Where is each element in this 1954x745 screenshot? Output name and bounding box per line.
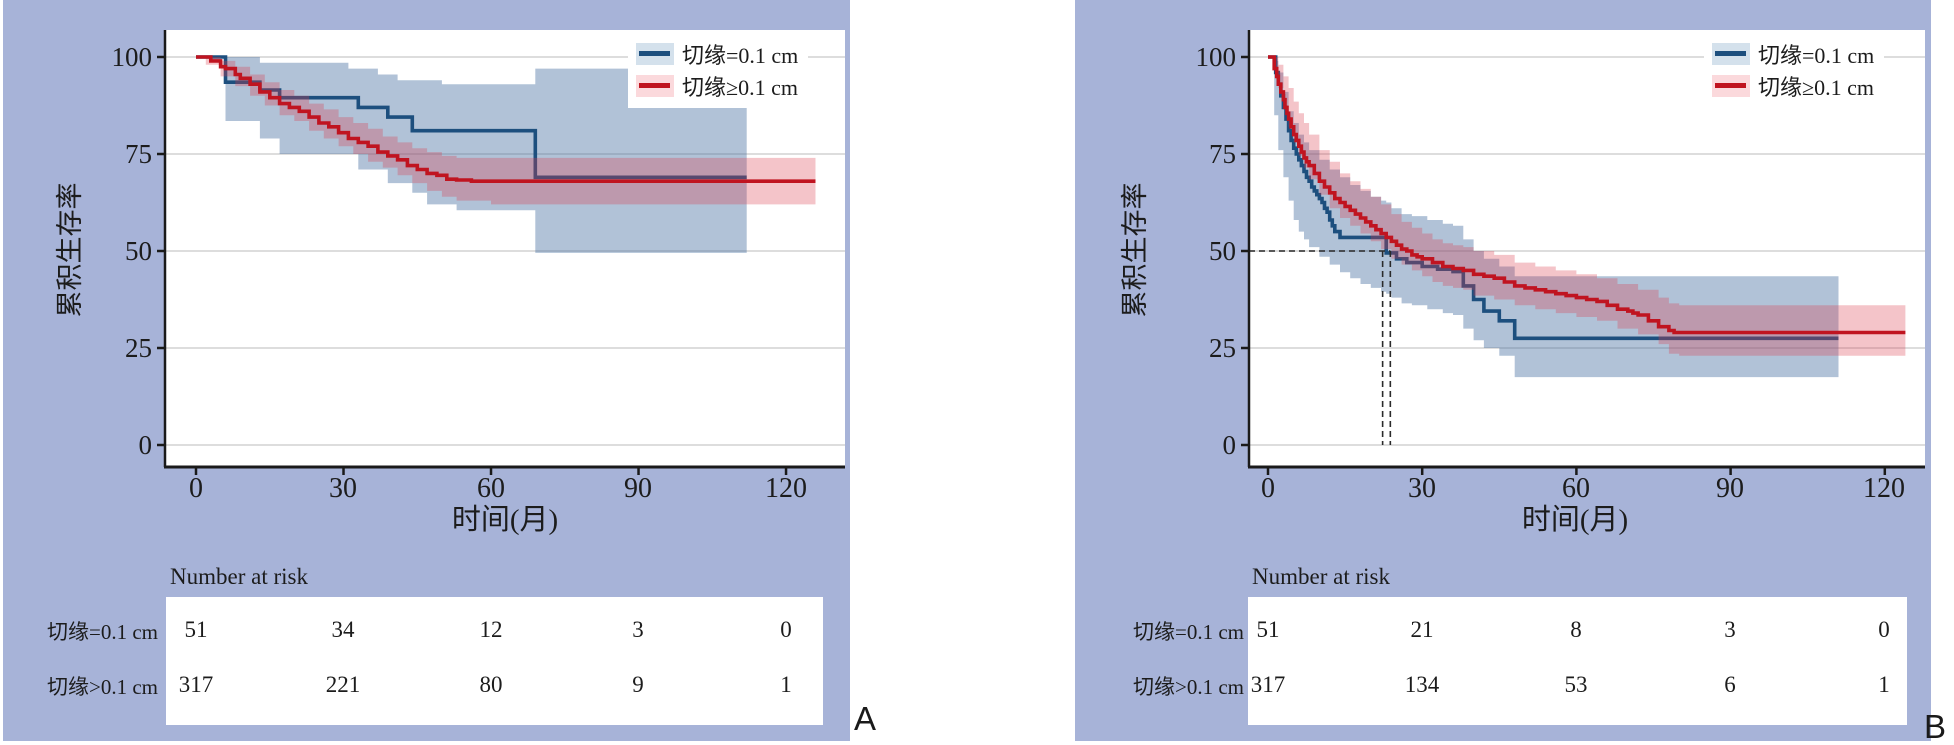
y-tick-b-50: 50	[1209, 236, 1236, 266]
risk-value: 3	[632, 617, 644, 642]
legend-line-red-icon	[1715, 83, 1746, 88]
risk-row-label: 切缘=0.1 cm	[1133, 620, 1244, 644]
y-tick-a-0: 0	[138, 430, 153, 460]
x-tick-b-30: 30	[1408, 473, 1436, 504]
ci-band-A-1	[205, 57, 816, 205]
legend-label: 切缘≥0.1 cm	[1758, 75, 1874, 100]
x-tick-b-60: 60	[1562, 473, 1590, 504]
legend-line-red-icon	[639, 83, 670, 88]
legend-swatch-blue-icon	[1712, 43, 1750, 65]
risk-value: 53	[1564, 672, 1588, 697]
risk-value: 221	[325, 672, 361, 697]
legend-b: 切缘=0.1 cm 切缘≥0.1 cm	[1704, 34, 1885, 108]
legend-swatch-red-icon	[636, 75, 674, 97]
risk-value: 34	[331, 617, 355, 642]
risk-row-label: 切缘=0.1 cm	[47, 620, 158, 644]
x-tick-a-120: 120	[765, 473, 807, 504]
risk-value: 317	[178, 672, 214, 697]
ci-band-B-1	[1273, 57, 1906, 356]
y-tick-b-0: 0	[1222, 430, 1237, 460]
y-tick-b-25: 25	[1209, 333, 1236, 363]
x-axis-label-a: 时间(月)	[451, 504, 559, 536]
legend-item-a-red: 切缘≥0.1 cm	[636, 72, 798, 100]
legend-label: 切缘≥0.1 cm	[682, 75, 798, 100]
x-axis-label-b: 时间(月)	[1521, 504, 1629, 536]
risk-value: 317	[1250, 672, 1286, 697]
risk-value: 3	[1724, 617, 1736, 642]
x-tick-b-120: 120	[1863, 473, 1905, 504]
risk-value: 1	[780, 672, 792, 697]
ci-band-B-0	[1274, 60, 1839, 378]
y-axis-label-a: 累积生存率	[55, 182, 85, 318]
km-curve-A-0	[196, 55, 747, 180]
risk-table-box-a	[166, 597, 823, 725]
km-curve-A-1	[196, 55, 816, 183]
x-tick-a-90: 90	[624, 473, 652, 504]
x-tick-a-0: 0	[189, 473, 203, 504]
risk-value: 0	[1878, 617, 1890, 642]
y-tick-a-25: 25	[125, 333, 152, 363]
risk-value: 80	[479, 672, 503, 697]
risk-row-label: 切缘>0.1 cm	[1133, 675, 1244, 699]
legend-swatch-red-icon	[1712, 75, 1750, 97]
risk-value: 21	[1410, 617, 1434, 642]
risk-table-box-b	[1248, 597, 1907, 725]
x-tick-b-0: 0	[1261, 473, 1275, 504]
x-tick-a-60: 60	[477, 473, 505, 504]
legend-line-blue-icon	[1715, 51, 1746, 56]
legend-line-blue-icon	[639, 51, 670, 56]
panel-letter-b: B	[1924, 708, 1947, 745]
legend-label: 切缘=0.1 cm	[682, 43, 799, 68]
y-axis-label-b: 累积生存率	[1120, 182, 1150, 318]
risk-value: 51	[184, 617, 208, 642]
risk-value: 6	[1724, 672, 1736, 697]
panel-letter-a: A	[854, 700, 877, 737]
legend-item-b-red: 切缘≥0.1 cm	[1712, 72, 1874, 100]
risk-value: 9	[632, 672, 644, 697]
risk-value: 51	[1256, 617, 1280, 642]
legend-a: 切缘=0.1 cm 切缘≥0.1 cm	[628, 34, 809, 108]
risk-value: 8	[1570, 617, 1582, 642]
y-tick-a-75: 75	[125, 139, 152, 169]
risk-value: 1	[1878, 672, 1890, 697]
risk-row-label: 切缘>0.1 cm	[47, 675, 158, 699]
legend-item-b-blue: 切缘=0.1 cm	[1712, 40, 1874, 68]
y-tick-b-100: 100	[1195, 42, 1237, 72]
y-tick-a-100: 100	[111, 42, 153, 72]
risk-table-title-b: Number at risk	[1252, 564, 1390, 589]
legend-item-a-blue: 切缘=0.1 cm	[636, 40, 798, 68]
legend-label: 切缘=0.1 cm	[1758, 43, 1875, 68]
risk-value: 12	[479, 617, 503, 642]
y-tick-b-75: 75	[1209, 139, 1236, 169]
risk-value: 0	[780, 617, 792, 642]
legend-swatch-blue-icon	[636, 43, 674, 65]
risk-table-title-a: Number at risk	[170, 564, 308, 589]
x-tick-b-90: 90	[1716, 473, 1744, 504]
km-curve-B-1	[1268, 55, 1906, 335]
y-tick-a-50: 50	[125, 236, 152, 266]
ci-band-A-0	[225, 57, 747, 253]
x-tick-a-30: 30	[329, 473, 357, 504]
risk-value: 134	[1404, 672, 1440, 697]
